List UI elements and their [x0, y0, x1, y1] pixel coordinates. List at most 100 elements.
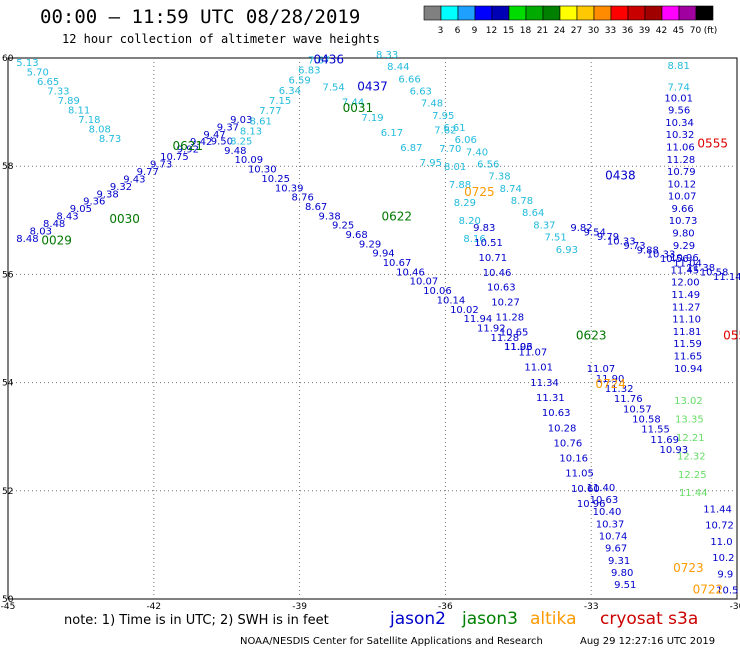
wave-height-value: 8.74 [500, 184, 522, 195]
y-tick-label: 50 [2, 595, 14, 605]
wave-height-value: 6.34 [279, 86, 301, 97]
wave-height-value: 9.92 [177, 145, 199, 156]
pass-time-label: 0722 [693, 583, 724, 597]
footer: NOAA/NESDIS Center for Satellite Applica… [0, 634, 740, 650]
wave-height-value: 8.33 [376, 50, 398, 61]
wave-height-value: 10.09 [234, 155, 263, 166]
pass-time-label: 0031 [343, 101, 374, 115]
x-tick-label: -42 [146, 602, 161, 610]
wave-height-value: 11.90 [596, 374, 625, 385]
wave-height-value: 11.28 [491, 333, 520, 344]
wave-height-value: 10.06 [423, 286, 452, 297]
legend-cryosat-s3a: cryosat s3a [600, 609, 699, 629]
wave-height-value: 8.29 [454, 198, 476, 209]
wave-height-value: 11.44 [703, 504, 732, 515]
wave-height-value: 10.07 [668, 192, 697, 203]
wave-height-value: 9.48 [224, 146, 246, 157]
pass-time-label: 0438 [605, 169, 636, 183]
wave-height-value: 8.73 [99, 134, 121, 145]
wave-height-value: 11.03 [504, 342, 533, 353]
y-tick-label: 60 [2, 54, 14, 64]
y-tick-label: 54 [2, 379, 14, 389]
wave-height-value: 11.27 [672, 302, 701, 313]
wave-height-value: 9.56 [668, 106, 690, 117]
wave-height-value: 10.25 [261, 174, 290, 185]
wave-height-value: 9.31 [608, 556, 630, 567]
wave-height-value: 10.63 [590, 495, 619, 506]
wave-height-value: 11.0 [710, 537, 732, 548]
wave-height-value: 8.81 [668, 61, 690, 72]
wave-height-value: 7.51 [545, 233, 567, 244]
wave-height-value: 11.55 [641, 425, 670, 436]
wave-height-value: 9.38 [319, 211, 341, 222]
wave-height-value: 10.57 [623, 404, 652, 415]
wave-height-value: 7.18 [78, 115, 100, 126]
wave-height-value: 5.13 [16, 58, 38, 69]
wave-height-value: 8.03 [30, 227, 52, 238]
wave-height-value: 6.59 [288, 76, 310, 87]
pass-time-label: 0724 [595, 377, 626, 391]
wave-height-value: 11.28 [495, 312, 524, 323]
wave-height-value: 10.67 [383, 258, 412, 269]
wave-height-value: 9.25 [332, 221, 354, 232]
wave-height-value: 10.56 [660, 254, 689, 265]
wave-height-value: 10.93 [659, 445, 688, 456]
wave-height-value: 6.93 [556, 245, 578, 256]
wave-height-value: 10.79 [667, 167, 696, 178]
wave-height-value: 9.47 [203, 130, 225, 141]
wave-height-value: 10.14 [437, 295, 466, 306]
pass-time-label: 0555 [697, 136, 728, 150]
wave-height-value: 10.46 [483, 268, 512, 279]
wave-height-value: 12.21 [676, 433, 705, 444]
wave-height-value: 10.01 [664, 93, 693, 104]
pass-time-label: 055 [723, 328, 740, 342]
colorbar-swatch [695, 5, 714, 21]
color-scale-legend: 3 6 9 12 15 18 21 24 27 30 33 36 39 42 45 70 (ft) [423, 5, 718, 35]
pass-time-label: 0030 [109, 212, 140, 226]
wave-height-value: 11.34 [530, 378, 559, 389]
colorbar-label: 21 [537, 26, 548, 35]
wave-height-value: 11.45 [671, 265, 700, 276]
wave-height-value: 11.76 [614, 394, 643, 405]
wave-height-value: 11.10 [672, 315, 701, 326]
wave-height-value: 10.63 [542, 408, 571, 419]
wave-height-value: 9.80 [611, 568, 633, 579]
pass-time-label: 0725 [464, 185, 495, 199]
wave-height-value: 10.73 [669, 216, 698, 227]
colorbar-label: 15 [503, 26, 514, 35]
wave-height-value: 11.59 [673, 339, 702, 350]
colorbar-label: 36 [622, 26, 634, 35]
legend-jason2: jason2 [390, 609, 446, 629]
chart-title: 00:00 – 11:59 UTC 08/28/2019 [40, 6, 361, 28]
wave-height-map: -45-42-39-36-33-305052545658605.135.706.… [1, 50, 740, 610]
wave-height-value: 8.25 [230, 137, 252, 148]
legend-altika: altika [530, 609, 577, 629]
wave-height-value: 8.44 [387, 62, 409, 73]
wave-height-value: 9.77 [137, 167, 159, 178]
colorbar-label: 42 [656, 26, 667, 35]
legend-note: note: 1) Time is in UTC; 2) SWH is in fe… [64, 613, 329, 628]
colorbar-label: (ft) [704, 26, 718, 35]
x-tick-label: -30 [730, 602, 740, 610]
colorbar-label: 24 [554, 26, 566, 35]
wave-height-value: 7.74 [668, 82, 690, 93]
wave-height-value: 9.05 [70, 204, 92, 215]
wave-height-value: 10.94 [674, 364, 703, 375]
wave-height-value: 7.77 [259, 106, 281, 117]
wave-height-value: 10.02 [450, 305, 479, 316]
wave-height-value: 7.62 [434, 126, 456, 137]
wave-height-value: 11.65 [674, 351, 703, 362]
wave-height-value: 10.27 [491, 298, 520, 309]
wave-height-value: 9.79 [597, 232, 619, 243]
wave-height-value: 9.67 [605, 544, 627, 555]
footer-credit: NOAA/NESDIS Center for Satellite Applica… [240, 636, 543, 647]
wave-height-value: 9.43 [123, 174, 145, 185]
wave-height-value: 7.38 [488, 172, 510, 183]
wave-height-value: 7.44 [342, 98, 364, 109]
wave-height-value: 10.74 [599, 531, 628, 542]
wave-height-value: 10.07 [410, 277, 439, 288]
wave-height-value: 10.34 [665, 118, 694, 129]
wave-height-value: 7.95 [420, 158, 442, 169]
wave-height-value: 9.83 [473, 223, 495, 234]
colorbar-label: 39 [639, 26, 651, 35]
